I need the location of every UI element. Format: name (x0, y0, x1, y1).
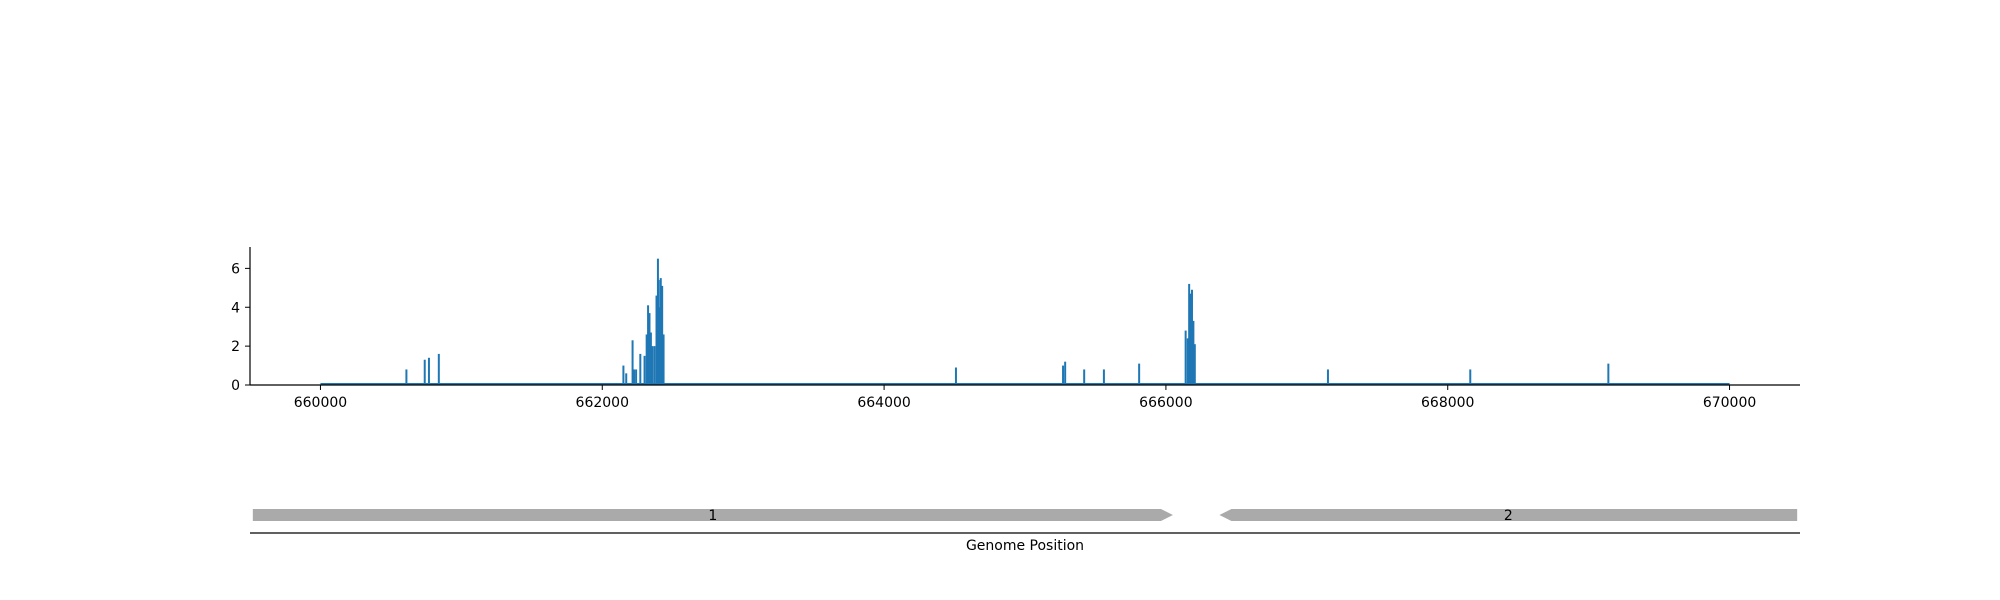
y-tick-label: 2 (231, 339, 240, 355)
coverage-bar (1138, 363, 1141, 385)
gene-label: 1 (708, 508, 717, 524)
coverage-bar (643, 355, 646, 385)
x-tick-label: 662000 (576, 395, 629, 411)
coverage-bar (622, 365, 625, 385)
coverage-bar (662, 334, 665, 385)
x-tick-label: 664000 (857, 395, 910, 411)
gene-arrow (252, 509, 1173, 521)
coverage-bar (658, 307, 661, 385)
gene-arrow (1219, 509, 1798, 521)
coverage-bar (1189, 293, 1192, 385)
coverage-bar (635, 369, 638, 385)
coverage-bar (648, 313, 651, 385)
x-tick-label: 660000 (294, 395, 347, 411)
y-tick-label: 6 (231, 261, 240, 277)
coverage-bar (625, 373, 628, 385)
coverage-bar (647, 305, 650, 385)
coverage-bar (1326, 369, 1329, 385)
coverage-bar (639, 353, 642, 385)
coverage-bar (1102, 369, 1105, 385)
x-tick-label: 668000 (1421, 395, 1474, 411)
coverage-bar (632, 369, 635, 385)
coverage-bar (631, 340, 634, 385)
coverage-bar (649, 332, 652, 385)
coverage-bar (1469, 369, 1472, 385)
coverage-bar (954, 367, 957, 385)
coverage-bar (427, 357, 430, 385)
x-tick-label: 666000 (1139, 395, 1192, 411)
coverage-bar (653, 346, 656, 385)
gene-label: 2 (1504, 508, 1513, 524)
coverage-bar (651, 346, 654, 385)
coverage-bars (405, 258, 1610, 385)
coverage-bar (1190, 289, 1193, 385)
coverage-bar (437, 353, 440, 385)
coverage-bar (1607, 363, 1610, 385)
coverage-bar (659, 278, 662, 385)
coverage-bar (1184, 330, 1187, 385)
x-tick-label: 670000 (1703, 395, 1756, 411)
coverage-bar (405, 369, 408, 385)
coverage-bar (1186, 338, 1189, 385)
x-axis-label: Genome Position (966, 538, 1084, 554)
y-tick-label: 0 (231, 378, 240, 394)
coverage-bar (423, 359, 426, 385)
coverage-bar (655, 295, 658, 385)
x-axis-ticks: 660000 662000 664000 666000 668000 670000 (294, 385, 1756, 411)
coverage-bar (661, 285, 664, 385)
coverage-bar (1188, 283, 1191, 385)
coverage-chart: 660000 662000 664000 666000 668000 670000 0 2 4… (231, 247, 1800, 411)
coverage-bar (645, 334, 648, 385)
coverage-bar (1083, 369, 1086, 385)
coverage-bar (1193, 344, 1196, 385)
coverage-bar (1064, 361, 1067, 385)
y-axis-ticks: 0 2 4 6 (231, 261, 250, 394)
y-tick-label: 4 (231, 300, 240, 316)
coverage-bar (1062, 365, 1065, 385)
coverage-bar (1192, 320, 1195, 385)
